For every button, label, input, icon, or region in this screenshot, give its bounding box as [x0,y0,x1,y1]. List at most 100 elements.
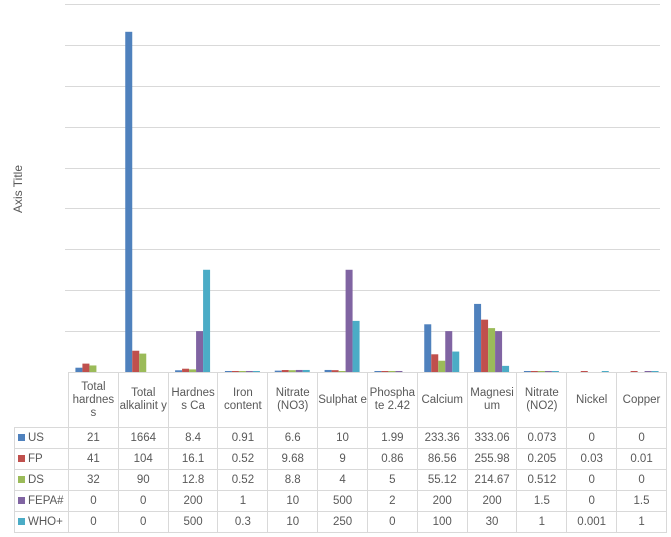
data-label: 4 [317,469,368,491]
category-label: Phospha te 2.42 [366,372,418,428]
table-corner [15,373,69,428]
data-label: 0 [616,427,667,449]
bar-fepa [295,369,303,372]
data-label: 5 [366,469,418,491]
data-label: 500 [317,490,368,512]
data-label: 1.5 [616,490,667,512]
bar-who [551,371,559,372]
data-label: 0 [566,427,618,449]
category-label: Hardnes s Ca [167,372,219,428]
data-label: 1 [217,490,269,512]
legend-label: DS [28,473,44,486]
data-label: 8.4 [167,427,219,449]
data-label: 9 [317,448,368,470]
category-label: Total hardnes s [68,372,119,428]
table-header-row: Total hardnes s Total alkalinit y Hardnes … [15,372,667,428]
bar-fepa [544,371,552,372]
data-label: 16.1 [167,448,219,470]
data-label: 2 [366,490,418,512]
data-label: 0 [566,490,618,512]
data-label: 255.98 [466,448,518,470]
data-label: 10 [267,511,319,533]
legend-label: US [28,431,44,444]
bar-ds [488,328,496,372]
legend-swatch [18,517,25,525]
data-label: 12.8 [167,469,219,491]
bar-fp [530,371,538,372]
data-label: 0.01 [616,448,667,470]
chart-data-table: Total hardnes s Total alkalinit y Hardnes … [14,372,667,533]
data-label: 0.512 [516,469,568,491]
bar-fepa [196,331,204,372]
data-label: 0.073 [516,427,568,449]
data-label: 55.12 [416,469,468,491]
bar-us [224,371,232,372]
data-label: 200 [167,490,219,512]
bar-us [523,371,531,372]
bar-who [502,365,510,372]
bar-fepa [345,269,353,372]
table-row: WHO+ 0 0 500 0.3 10 250 0 100 30 1 0.001 1 [14,511,667,533]
data-label: 0 [68,511,119,533]
table-row: DS 32 90 12.8 0.52 8.8 4 5 55.12 214.67 0.512 0 0 [14,469,667,491]
data-label: 214.67 [466,469,518,491]
category-label: Magnesi um [466,372,518,428]
bar-fepa [495,331,503,372]
legend-swatch [18,454,25,462]
data-label: 1.5 [516,490,568,512]
category-label: Copper [616,372,667,428]
data-label: 41 [68,448,119,470]
data-label: 1 [516,511,568,533]
bar-fp [132,350,140,372]
bar-ds [189,369,197,372]
legend-label: WHO+ [28,515,63,528]
data-label: 500 [167,511,219,533]
bar-who [252,371,260,372]
category-label: Total alkalinit y [117,372,169,428]
data-label: 0.03 [566,448,618,470]
legend-label: FP [28,452,43,465]
bar-us [374,371,382,372]
bar-fp [580,371,588,372]
data-label: 333.06 [466,427,518,449]
data-label: 8.8 [267,469,319,491]
bar-us [474,303,482,372]
data-label: 104 [117,448,169,470]
data-label: 200 [416,490,468,512]
data-label: 250 [317,511,368,533]
bar-fp [431,354,439,372]
legend-entry: WHO+ [14,511,69,533]
data-label: 100 [416,511,468,533]
bar-us [324,369,332,372]
bar-who [203,269,211,372]
bar-fp [630,371,638,372]
bar-fp [281,370,289,372]
table-row: FEPA# 0 0 200 1 10 500 2 200 200 1.5 0 1.5 [14,490,667,512]
data-label: 0 [366,511,418,533]
data-label: 0.205 [516,448,568,470]
data-label: 32 [68,469,119,491]
bar-who [302,369,310,372]
legend-swatch [18,475,25,483]
bar-fepa [445,331,453,372]
legend-label: FEPA# [28,494,64,507]
bar-fepa [395,371,403,372]
data-label: 0 [566,469,618,491]
bar-who [452,351,460,372]
bar-fp [381,371,389,372]
bar-fepa [644,371,652,372]
bar-fp [82,363,90,372]
category-label: Calcium [416,372,468,428]
data-label: 0.52 [217,469,269,491]
bar-ds [288,370,296,372]
y-axis-title: Axis Title [11,165,25,214]
bar-ds [537,371,545,372]
legend-swatch [18,433,25,441]
bar-fp [182,368,190,372]
data-label: 6.6 [267,427,319,449]
data-label: 1664 [117,427,169,449]
data-label: 90 [117,469,169,491]
legend-entry: DS [14,469,69,491]
data-label: 10 [267,490,319,512]
table-row: FP 41 104 16.1 0.52 9.68 9 0.86 86.56 255.98 0.205… [14,448,667,470]
